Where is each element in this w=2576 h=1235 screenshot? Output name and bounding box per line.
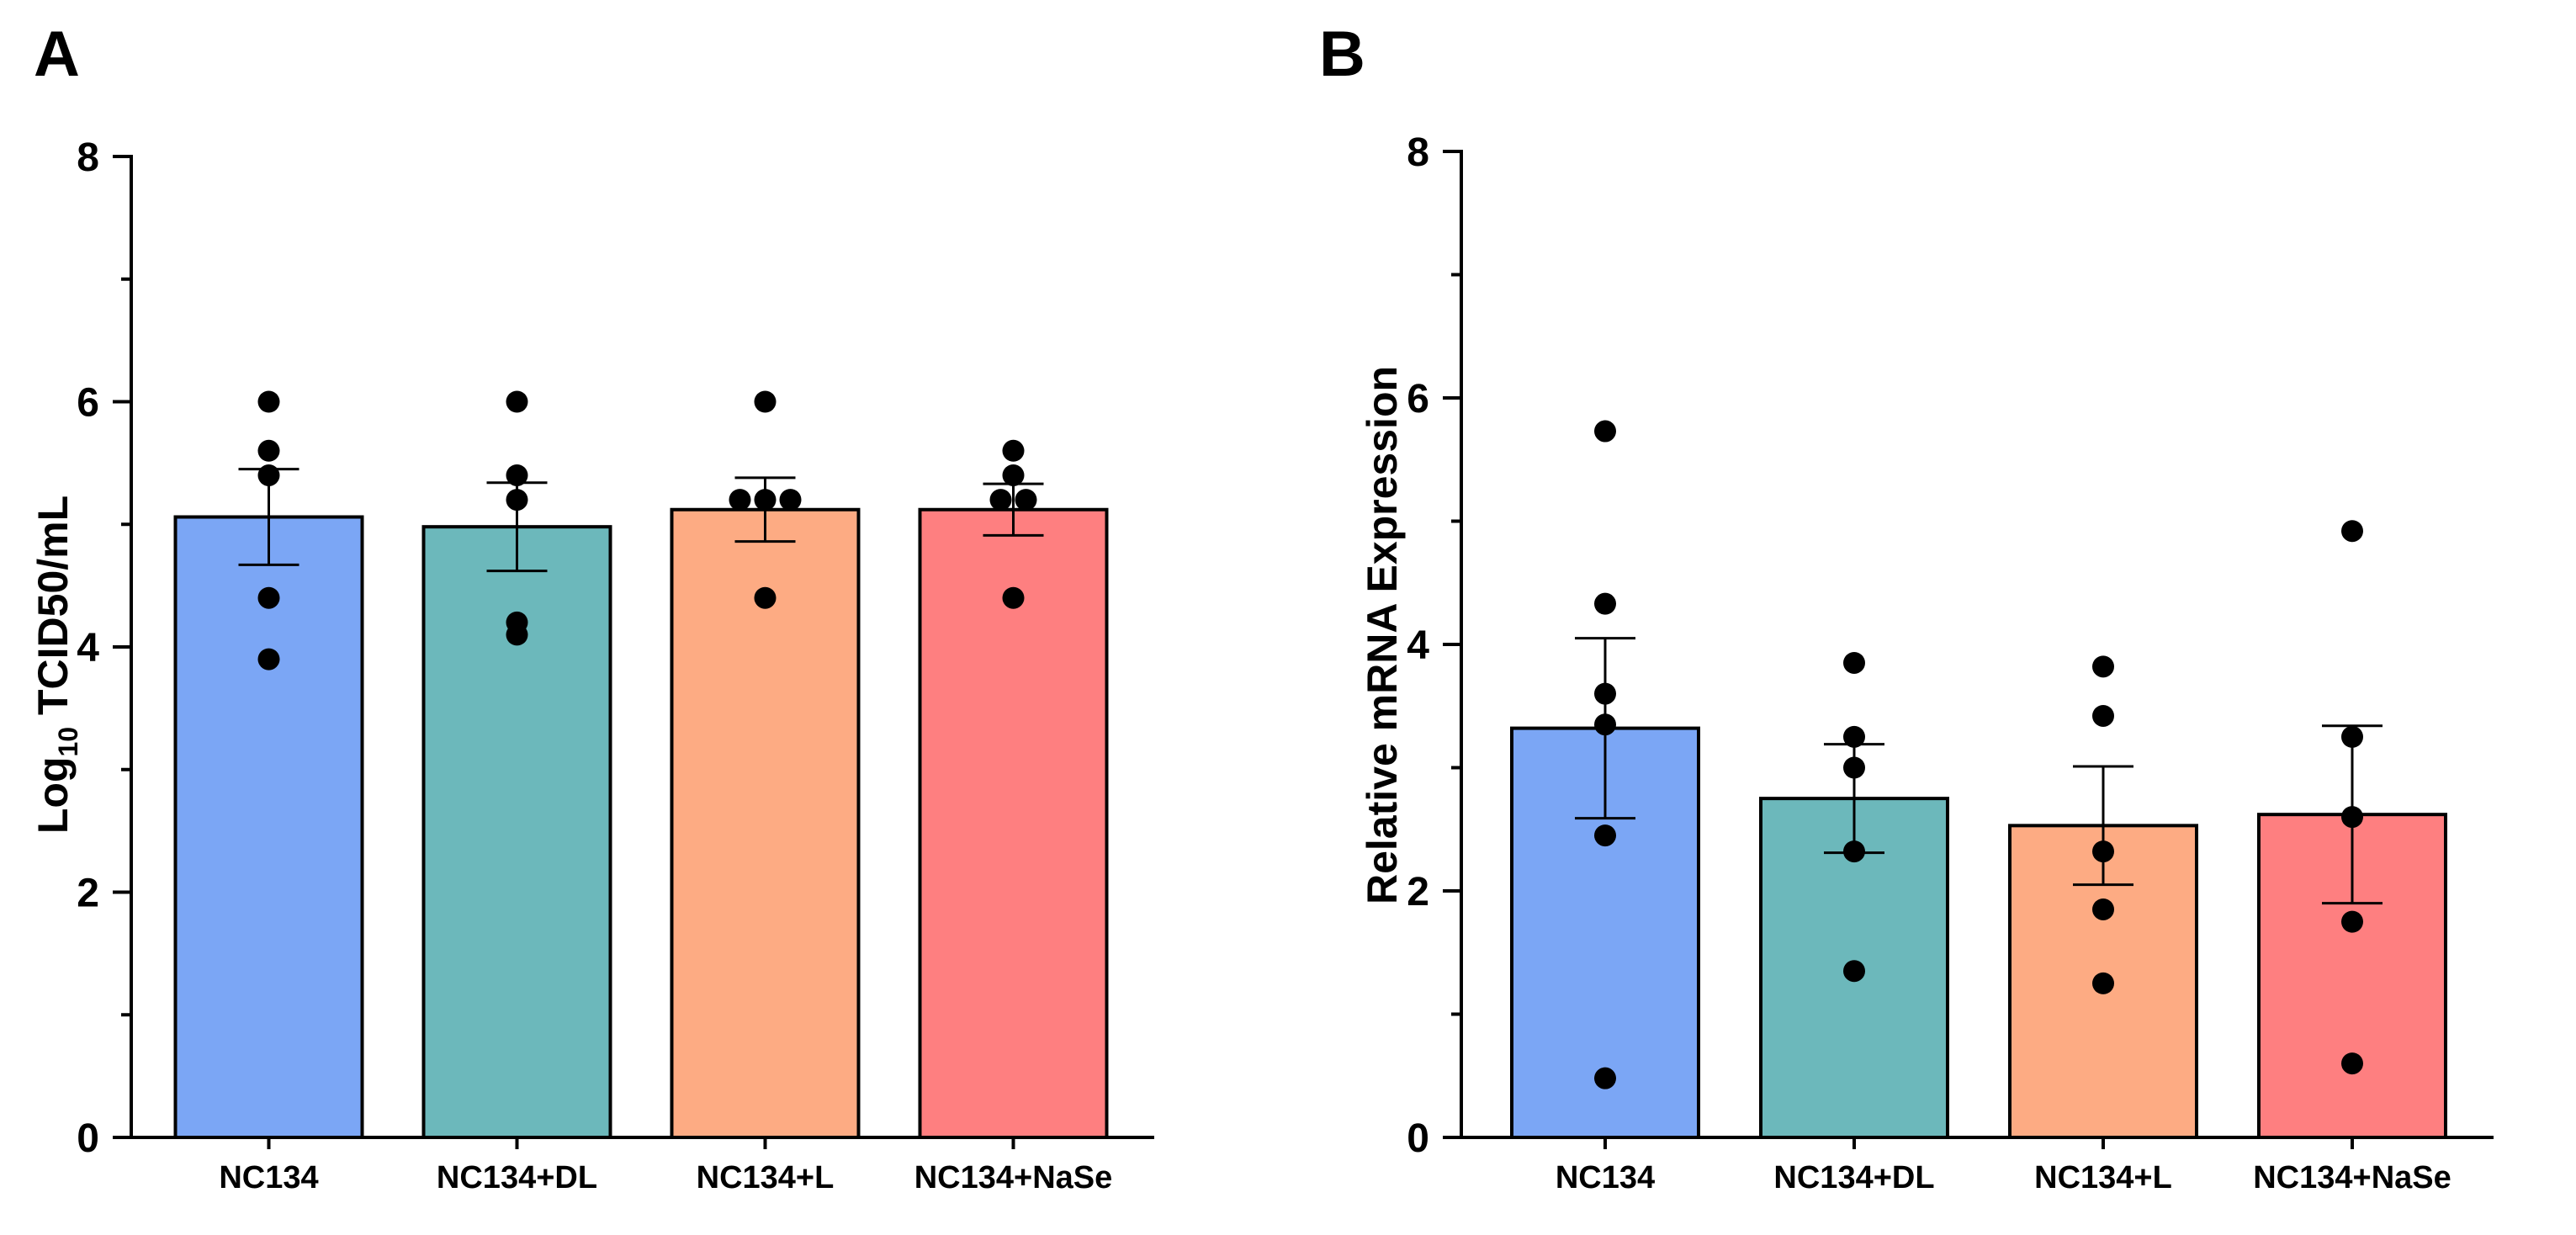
panel-b-y-tick-label-1: 2 [1407,870,1429,914]
panel-a-point-4-2 [1002,464,1025,486]
panel-a-y-tick-label-1: 2 [77,872,99,916]
panel-b-point-1-6 [1594,1067,1616,1089]
panel-a-x-tick-label-2: NC134+DL [437,1160,597,1195]
panel-a-point-3-5 [754,586,777,609]
panel-b-point-3-3 [2092,840,2114,863]
panel-a-y-axis-label: Log10 TCID50/mL [29,496,83,834]
panel-b-point-1-2 [1594,592,1616,615]
panel-b-point-1-4 [1594,713,1616,736]
panel-a-point-1-5 [257,648,280,671]
panel-a-bar-3 [670,507,861,1139]
panel-a-point-2-3 [506,489,528,511]
panel-a-point-1-4 [257,586,280,609]
panel-b-letter: B [1319,19,1365,90]
panel-a-chart: A Log10 TCID50/mL NC134 NC134+DL NC134+L NC… [29,19,1154,1195]
panel-b-x-tick-label-4: NC134+NaSe [2253,1160,2451,1195]
panel-a-y-axis-label-main: Log [29,757,77,835]
panel-b-x-tick-label-3: NC134+L [2034,1160,2172,1195]
panel-a-point-2-1 [506,390,528,413]
panel-a-point-4-4 [1015,489,1037,511]
panel-a-point-4-3 [989,489,1012,511]
panel-b-y-axis-label: Relative mRNA Expression [1359,366,1406,904]
panel-a-x-tick-label-4: NC134+NaSe [914,1160,1113,1195]
panel-a-point-4-5 [1002,586,1025,609]
panel-b-point-4-3 [2341,806,2363,829]
panel-a-bar-1 [173,515,364,1139]
panel-b-x-tick-label-2: NC134+DL [1773,1160,1934,1195]
panel-a-point-1-3 [257,464,280,486]
panel-b-point-2-3 [1843,756,1865,779]
panel-b-y-tick-label-0: 0 [1407,1116,1429,1161]
panel-b-point-1-3 [1594,682,1616,705]
panel-b-error-bar-3 [2073,765,2133,887]
panel-a-y-tick-label-3: 6 [77,381,99,426]
panel-b-point-3-2 [2092,704,2114,727]
panel-b-point-3-1 [2092,655,2114,678]
panel-b-y-tick-label-3: 6 [1407,377,1429,421]
panel-a-bar-4 [918,507,1109,1139]
panel-b-point-1-1 [1594,420,1616,443]
panel-b-point-3-4 [2092,898,2114,920]
panel-a-letter: A [34,19,80,90]
panel-b-point-4-4 [2341,910,2363,933]
panel-b-point-4-5 [2341,1052,2363,1075]
panel-a-x-tick-label-3: NC134+L [697,1160,835,1195]
panel-b-point-2-2 [1843,725,1865,748]
panel-a-point-3-3 [754,489,777,511]
panel-a-point-4-1 [1002,439,1025,462]
panel-a-point-1-1 [257,390,280,413]
panel-b-x-tick-label-1: NC134 [1556,1160,1655,1195]
panel-a-point-1-2 [257,439,280,462]
panel-a-y-tick-label-2: 4 [77,626,99,671]
panel-a-point-2-2 [506,464,528,486]
panel-a-x-tick-label-1: NC134 [219,1160,318,1195]
panel-b-y-tick-label-4: 8 [1407,130,1429,175]
panel-a-y-axis-label-rest: TCID50/mL [29,496,77,727]
panel-a-point-3-1 [754,390,777,413]
panel-b-point-2-5 [1843,960,1865,983]
panel-b-point-4-2 [2341,725,2363,748]
panel-a-point-2-5 [506,623,528,646]
panel-b-point-2-1 [1843,651,1865,674]
panel-b-point-3-5 [2092,972,2114,994]
panel-a-point-3-4 [779,489,802,511]
panel-a-point-3-2 [729,489,751,511]
panel-a-y-tick-label-0: 0 [77,1116,99,1161]
panel-a-y-axis-label-subscript: 10 [53,727,83,757]
panel-b-point-2-4 [1843,840,1865,863]
panel-a-y-tick-label-4: 8 [77,135,99,180]
panel-b-point-1-5 [1594,824,1616,847]
panel-b-point-4-1 [2341,520,2363,543]
panel-b-chart: B Relative mRNA Expression NC134 NC134+DL… [1319,19,2494,1195]
panel-b-y-tick-label-2: 4 [1407,623,1429,668]
